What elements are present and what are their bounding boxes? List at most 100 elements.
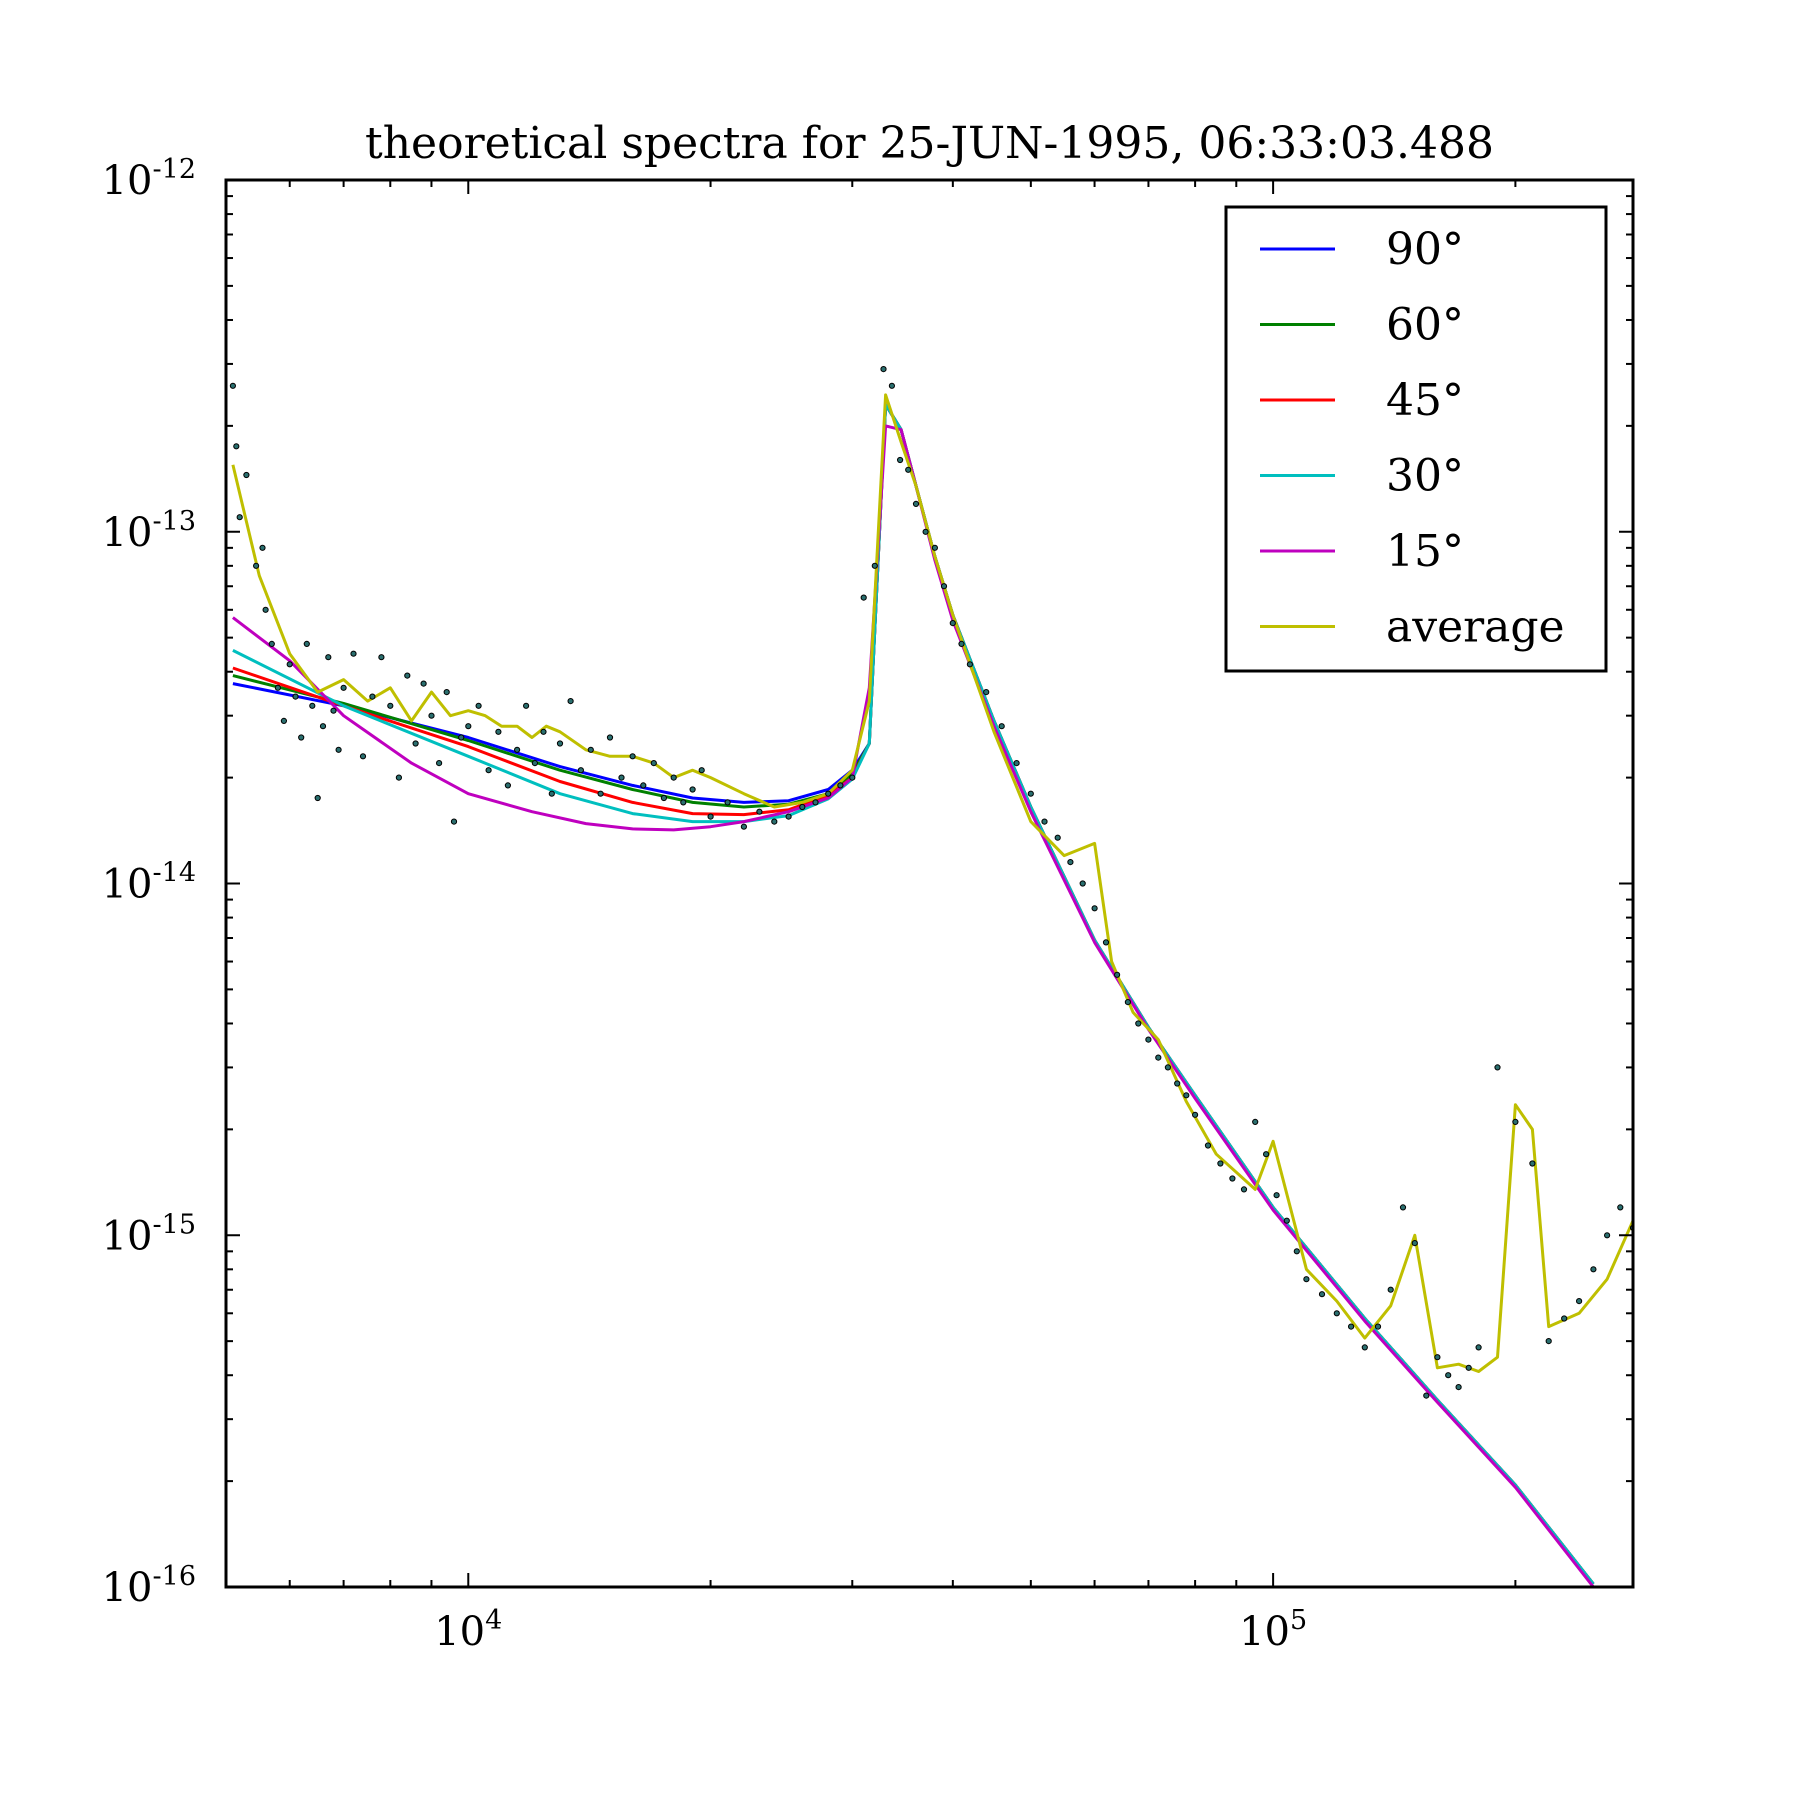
scatter-point <box>1576 1298 1583 1305</box>
scatter-point <box>330 707 337 714</box>
scatter-point <box>1455 1384 1462 1391</box>
scatter-point <box>949 620 956 627</box>
y-tick-label: 10-16 <box>102 1561 196 1611</box>
scatter-point <box>1303 1276 1310 1283</box>
scatter-point <box>1445 1372 1452 1379</box>
scatter-point <box>1387 1286 1394 1293</box>
series-line-6-average <box>231 393 1633 1373</box>
scatter-point <box>395 774 402 781</box>
scatter-point <box>298 734 305 741</box>
scatter-point <box>1318 1291 1326 1298</box>
scatter-point <box>335 746 342 753</box>
scatter-point <box>286 661 293 668</box>
scatter-point <box>983 689 990 696</box>
scatter-point <box>880 366 887 373</box>
scatter-point <box>1590 1266 1597 1273</box>
scatter-point <box>458 734 465 741</box>
legend-label-average: average <box>1386 602 1565 653</box>
legend-label-45: 45° <box>1386 375 1464 426</box>
scatter-point <box>1124 999 1132 1006</box>
scatter-point <box>229 382 236 389</box>
scatter-point <box>1529 1160 1536 1167</box>
scatter-point <box>314 794 321 802</box>
scatter-point <box>931 544 939 551</box>
scatter-point <box>680 799 687 806</box>
tick-label-layer: 104 105 10-16 10-15 10-14 10-13 10-12 <box>102 154 1308 1655</box>
scatter-point <box>1475 1344 1482 1351</box>
scatter-point <box>443 689 450 696</box>
scatter-point <box>236 514 243 521</box>
scatter-point <box>1293 1248 1300 1255</box>
scatter-point <box>540 728 547 735</box>
scatter-point <box>597 790 604 797</box>
scatter-point <box>1102 939 1110 946</box>
scatter-point <box>350 650 357 657</box>
scatter-point <box>670 774 677 781</box>
legend-label-90: 90° <box>1386 224 1464 275</box>
scatter-point <box>1465 1364 1472 1371</box>
scatter-point <box>436 760 443 767</box>
scatter-point <box>785 813 792 820</box>
y-tick-label: 10-12 <box>102 154 196 204</box>
scatter-point <box>640 782 647 789</box>
scatter-point <box>514 746 521 753</box>
scatter-point <box>523 702 530 709</box>
scatter-point <box>922 528 929 535</box>
scatter-point <box>531 760 539 767</box>
x-tick-label: 104 <box>434 1605 502 1655</box>
scatter-point <box>1374 1323 1382 1330</box>
scatter-point <box>1027 790 1034 797</box>
scatter-point <box>1192 1111 1199 1118</box>
scatter-point <box>504 782 511 789</box>
scatter-point <box>309 702 316 709</box>
scatter-point <box>1079 880 1086 887</box>
scatter-point <box>303 640 310 648</box>
scatter-point <box>475 702 482 709</box>
scatter-point <box>756 808 763 815</box>
scatter-point <box>998 723 1005 730</box>
scatter-point <box>404 672 411 679</box>
legend-label-15: 15° <box>1386 526 1464 577</box>
scatter-point <box>1512 1118 1519 1126</box>
scatter-point <box>359 753 367 760</box>
scatter-point <box>319 723 327 730</box>
scatter-point <box>412 740 419 747</box>
scatter-point <box>485 767 492 774</box>
scatter-point <box>660 794 668 802</box>
legend-items: 90° 60° 45° 30° 15° average <box>1260 224 1565 653</box>
scatter-point <box>1145 1036 1152 1043</box>
scatter-point <box>1135 1020 1142 1027</box>
scatter-point <box>897 456 904 464</box>
scatter-point <box>1561 1315 1568 1322</box>
scatter-point <box>1545 1338 1552 1345</box>
scatter-point <box>268 640 275 648</box>
scatter-point <box>958 640 965 648</box>
scatter-point <box>1263 1151 1270 1158</box>
scatter-point <box>1041 818 1048 825</box>
scatter-point <box>912 500 920 507</box>
scatter-point <box>1604 1232 1611 1239</box>
chart-title: theoretical spectra for 25-JUN-1995, 06:… <box>365 118 1494 169</box>
scatter-point <box>548 790 555 797</box>
scatter-point <box>724 799 731 806</box>
legend-box <box>1224 205 1608 673</box>
scatter-point <box>1204 1142 1212 1149</box>
scatter-point <box>1252 1118 1259 1126</box>
scatter-point <box>577 767 585 774</box>
scatter-point <box>280 717 287 725</box>
scatter-point <box>1494 1064 1501 1071</box>
scatter-point <box>860 594 867 601</box>
scatter-point <box>556 740 564 747</box>
scatter-point <box>325 654 332 661</box>
scatter-point <box>428 712 435 719</box>
scatter-point <box>465 723 472 730</box>
scatter-point <box>799 803 806 811</box>
y-tick-label: 10-15 <box>102 1209 196 1259</box>
scatter-point <box>567 698 574 705</box>
legend-label-30: 30° <box>1386 451 1464 502</box>
scatter-point <box>1114 971 1121 978</box>
scatter-point <box>587 746 594 753</box>
scatter-point <box>1617 1204 1624 1211</box>
scatter-point <box>369 693 376 700</box>
scatter-point <box>233 443 240 450</box>
